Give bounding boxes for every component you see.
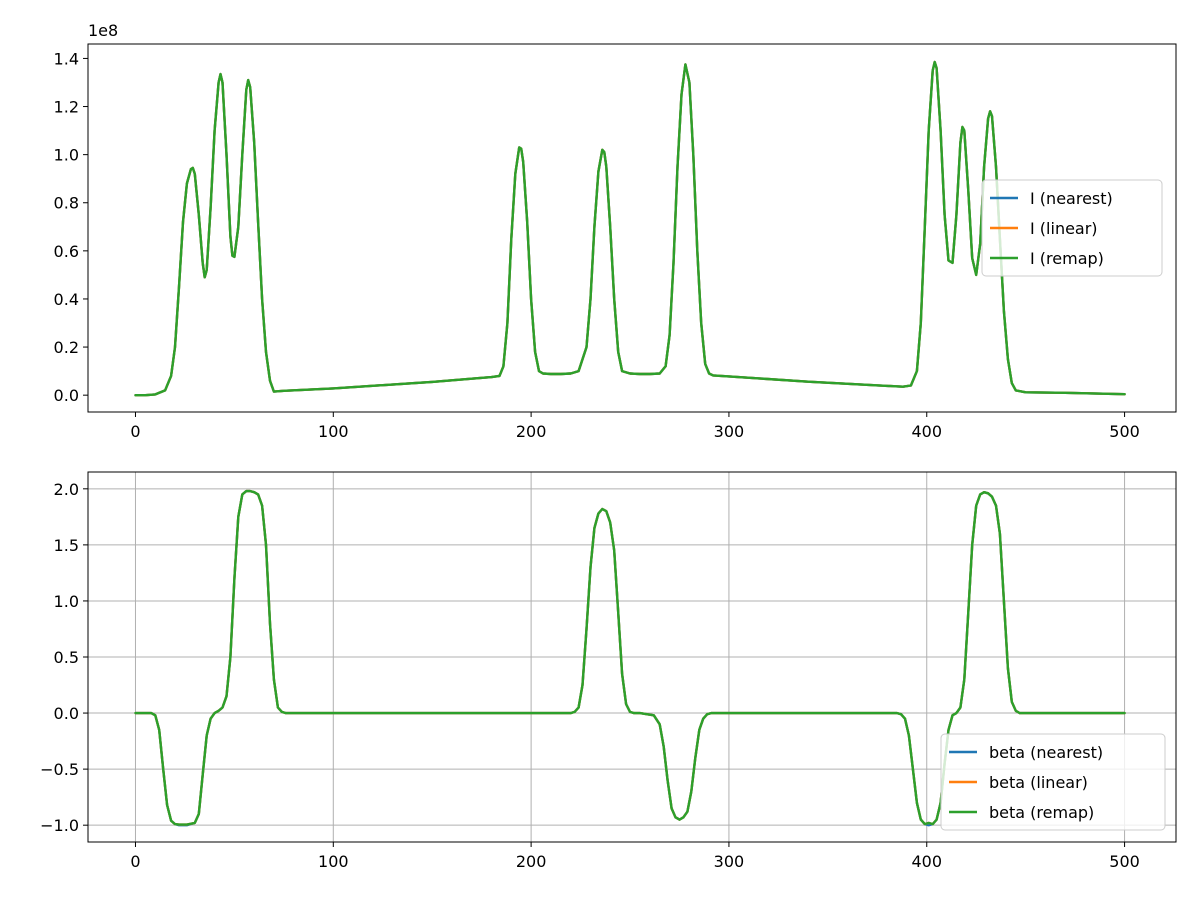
top-ytick-label: 1.4 <box>54 49 79 68</box>
top-ytick-label: 0.0 <box>54 386 79 405</box>
top-xtick-label: 500 <box>1109 422 1140 441</box>
top-axes: 0 100 200 300 400 500 0.0 0.2 0.4 0.6 0.8 1.0 1.2 1.4… <box>54 21 1177 441</box>
bottom-ytick-label: 0.0 <box>54 704 79 723</box>
bottom-ticks: 0 100 200 300 400 500 −1.0 −0.5 0.0 0.5 1.0 1.5 2.0 <box>40 480 1140 871</box>
bottom-ytick-label: 1.5 <box>54 536 79 555</box>
bottom-ytick-label: 0.5 <box>54 648 79 667</box>
top-xtick-label: 400 <box>911 422 942 441</box>
top-ytick-label: 0.6 <box>54 242 79 261</box>
top-xtick-label: 100 <box>318 422 349 441</box>
bottom-xtick-label: 500 <box>1109 852 1140 871</box>
top-xtick-label: 200 <box>516 422 547 441</box>
top-legend-box <box>981 179 1163 277</box>
top-xtick-label: 0 <box>130 422 140 441</box>
top-legend: I (nearest) I (linear) I (remap) <box>981 179 1163 277</box>
bottom-xtick-label: 0 <box>130 852 140 871</box>
top-series-layer <box>134 60 1126 397</box>
top-ytick-label: 1.0 <box>54 146 79 165</box>
bottom-legend: beta (nearest) beta (linear) beta (remap) <box>940 733 1166 831</box>
top-legend-label-1: I (linear) <box>1030 219 1098 238</box>
bottom-ytick-label: 2.0 <box>54 480 79 499</box>
top-legend-label-2: I (remap) <box>1030 249 1104 268</box>
bottom-xtick-label: 100 <box>318 852 349 871</box>
bottom-ytick-label: −1.0 <box>40 816 79 835</box>
top-offset-label: 1e8 <box>88 21 118 40</box>
top-axes-frame <box>87 43 1177 413</box>
bottom-series-line-2 <box>134 489 1126 826</box>
top-ticks: 0 100 200 300 400 500 0.0 0.2 0.4 0.6 0.8 1.0 1.2 1.4 <box>54 49 1140 441</box>
top-ytick-label: 0.8 <box>54 194 79 213</box>
bottom-legend-label-0: beta (nearest) <box>989 743 1103 762</box>
top-ytick-label: 0.4 <box>54 290 79 309</box>
bottom-xtick-label: 400 <box>911 852 942 871</box>
top-xtick-label: 300 <box>714 422 745 441</box>
top-series-line-2 <box>134 60 1126 397</box>
bottom-xtick-label: 200 <box>516 852 547 871</box>
top-legend-label-0: I (nearest) <box>1030 189 1113 208</box>
bottom-legend-box <box>940 733 1166 831</box>
bottom-ytick-label: −0.5 <box>40 760 79 779</box>
bottom-axes: 0 100 200 300 400 500−1.0−0.50.00.51.01.52.0 … <box>40 471 1177 871</box>
bottom-ytick-label: 1.0 <box>54 592 79 611</box>
bottom-series-layer <box>134 489 1126 827</box>
bottom-xtick-label: 300 <box>714 852 745 871</box>
top-ytick-label: 1.2 <box>54 98 79 117</box>
bottom-legend-label-2: beta (remap) <box>989 803 1094 822</box>
top-ytick-label: 0.2 <box>54 338 79 357</box>
bottom-legend-label-1: beta (linear) <box>989 773 1088 792</box>
